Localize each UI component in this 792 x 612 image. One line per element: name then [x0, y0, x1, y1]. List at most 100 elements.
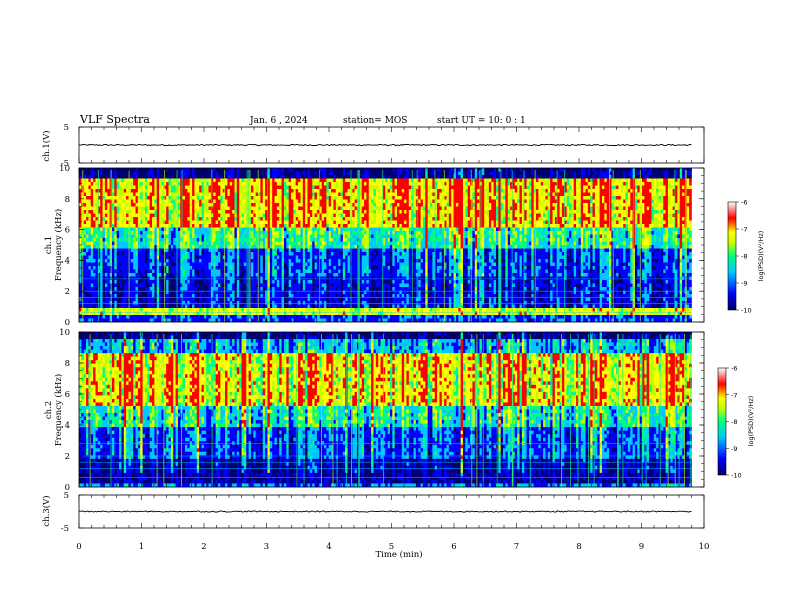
ch1-spectrogram-cell [192, 182, 195, 186]
ch1-spectrogram-cell [531, 182, 534, 186]
ch1-spectrogram-cell [517, 168, 520, 172]
ch1-spectrogram-cell [272, 168, 275, 172]
ch1-spectrogram-cell [484, 175, 487, 179]
ch1-spectrogram-cell [406, 172, 409, 176]
ch1-spectrogram-cell [430, 186, 433, 190]
ch1-spectrogram-cell [147, 179, 150, 183]
ch1-spectrogram-cell [404, 186, 407, 190]
ch1-spectrogram-cell [355, 179, 358, 183]
ch1-spectrogram-cell [399, 175, 402, 179]
ch1-spectrogram-cell [651, 179, 654, 183]
ch1-spectrogram-cell [145, 175, 148, 179]
ch1-spectrogram-cell [272, 189, 275, 193]
ch1-spectrogram-cell [333, 172, 336, 176]
ch1-spectrogram-cell [338, 179, 341, 183]
ch1-spectrogram-cell [418, 189, 421, 193]
ch1-spectrogram-cell [520, 189, 523, 193]
ch1-spectrogram-cell [571, 182, 574, 186]
ch1-spectrogram-cell [447, 182, 450, 186]
ch1-spectrogram-cell [289, 189, 292, 193]
ch1-spectrogram-cell [136, 175, 139, 179]
ch1-spectrogram-cell [489, 182, 492, 186]
ch1-spectrogram-cell [527, 186, 530, 190]
ch1-spectrogram-cell [487, 179, 490, 183]
ch1-spectrogram-cell [538, 168, 541, 172]
ch1-spectrogram-cell [310, 179, 313, 183]
ch1-spectrogram-cell [338, 168, 341, 172]
ch1-spectrogram-cell [187, 179, 190, 183]
ch1-spectrogram-cell [414, 172, 417, 176]
ch1-spectrogram-cell [689, 175, 692, 179]
ch1-spectrogram-cell [406, 186, 409, 190]
ch1-spectrogram-cell [202, 189, 205, 193]
station-label: station= MOS [343, 116, 407, 126]
ch1-spectrogram-cell [524, 179, 527, 183]
ch1-spectrogram-cell [124, 172, 127, 176]
ch1-spectrogram-cell [602, 186, 605, 190]
ch1-spectrogram-cell [187, 189, 190, 193]
ch1-spectrogram-cell [680, 168, 683, 172]
ch1-spectrogram-cell [133, 179, 136, 183]
ch1-spectrogram-cell [456, 168, 459, 172]
ch1-spectrogram-cell [310, 186, 313, 190]
ch1-spectrogram-cell [428, 179, 431, 183]
ch1-spectrogram-cell [251, 186, 254, 190]
ch1-spectrogram-cell [369, 168, 372, 172]
ch1-spectrogram-cell [458, 175, 461, 179]
ch1-spectrogram-cell [227, 179, 230, 183]
ch1-spectrogram-cell [157, 175, 160, 179]
ch1-spectrogram-cell [95, 186, 98, 190]
ch1-spectrogram-cell [161, 179, 164, 183]
ch1-spectrogram-cell [677, 175, 680, 179]
ch1-spectrogram-cell [571, 179, 574, 183]
ch1-spectrogram-cell [119, 175, 122, 179]
ch1-spectrogram-cell [505, 179, 508, 183]
ch1-spectrogram-cell [399, 189, 402, 193]
ch1-spectrogram-cell [567, 182, 570, 186]
ch1-spectrogram-cell [439, 189, 442, 193]
ch1-spectrogram-cell [585, 186, 588, 190]
ch1-spectrogram-cell [253, 189, 256, 193]
ch1-spectrogram-cell [251, 172, 254, 176]
ch1-spectrogram-cell [656, 179, 659, 183]
ch1-spectrogram-cell [618, 172, 621, 176]
ch1-spectrogram-cell [458, 182, 461, 186]
ch1-spectrogram-cell [628, 175, 631, 179]
ch1-spectrogram-cell [524, 186, 527, 190]
ch1-spectrogram-cell [190, 172, 193, 176]
ch1-spectrogram-cell [209, 172, 212, 176]
ch1-spectrogram-cell [143, 182, 146, 186]
ch1-spectrogram-cell [503, 189, 506, 193]
ch1-spectrogram-cell [251, 182, 254, 186]
ch1-spectrogram-cell [682, 186, 685, 190]
ch1-spectrogram-cell [656, 172, 659, 176]
ch1-spectrogram-cell [284, 172, 287, 176]
ch1-spectrogram-cell [626, 186, 629, 190]
ch1-spectrogram-cell [487, 189, 490, 193]
ch1-spectrogram-cell [520, 168, 523, 172]
ch1-spectrogram-cell [322, 186, 325, 190]
ch1-spectrogram-cell [378, 186, 381, 190]
ch1-spectrogram-cell [581, 186, 584, 190]
ch1-spectrogram-cell [230, 189, 233, 193]
ch1-spectrogram-cell [649, 168, 652, 172]
ch1-spectrogram-cell [449, 168, 452, 172]
ch1-spectrogram-cell [472, 179, 475, 183]
ch1-spectrogram-cell [593, 179, 596, 183]
ch1-spectrogram-cell [282, 182, 285, 186]
ch1-spectrogram-cell [345, 179, 348, 183]
ch1-spectrogram-cell [300, 168, 303, 172]
ch1-spectrogram-cell [614, 179, 617, 183]
ch1-spectrogram-cell [218, 175, 221, 179]
ch1-spectrogram-cell [242, 186, 245, 190]
ch1-spectrogram-cell [152, 186, 155, 190]
ch1-spectrogram-cell [114, 189, 117, 193]
ch1-spectrogram-cell [140, 182, 143, 186]
ch1-spectrogram-cell [505, 182, 508, 186]
ch1-spectrogram-cell [578, 175, 581, 179]
ch1-spectrogram-cell [512, 179, 515, 183]
ch1-spectrogram-cell [303, 189, 306, 193]
ch1-spectrogram-cell [105, 175, 108, 179]
ch1-spectrogram-cell [213, 186, 216, 190]
ch1-spectrogram-cell [373, 175, 376, 179]
